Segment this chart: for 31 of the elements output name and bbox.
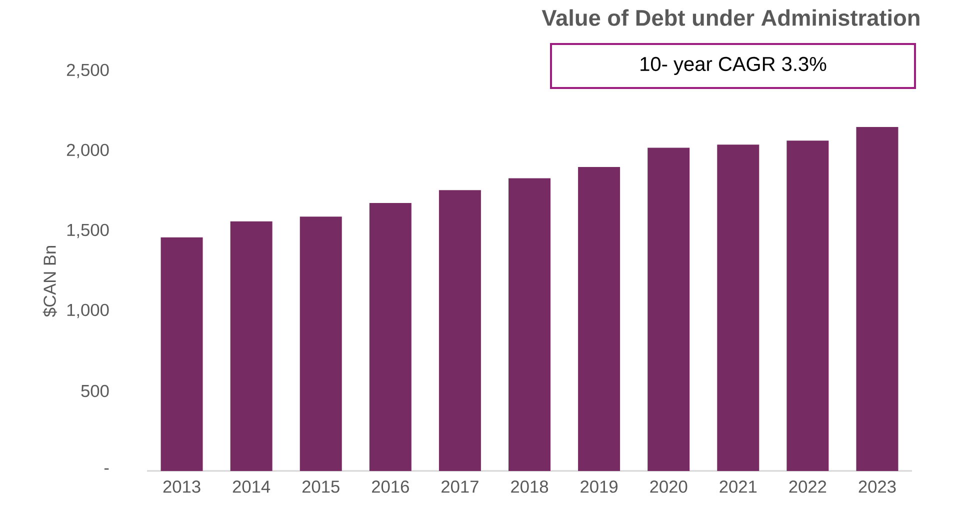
bar — [369, 202, 412, 471]
bar — [786, 140, 829, 471]
bar — [438, 190, 481, 471]
x-tick-label: 2021 — [720, 480, 757, 493]
x-tick-label: 2017 — [442, 480, 478, 493]
y-axis-title: $CAN Bn — [42, 246, 57, 317]
x-tick-label: 2013 — [163, 480, 200, 493]
x-tick-label: 2016 — [372, 480, 409, 493]
bar — [230, 221, 272, 471]
bar — [508, 178, 551, 471]
x-tick-label: 2014 — [232, 480, 270, 493]
y-tick-label: 2,000 — [66, 144, 109, 158]
y-tick-label: - — [104, 468, 109, 470]
bar — [578, 166, 620, 471]
y-tick-label: 500 — [81, 384, 109, 398]
bar — [160, 237, 203, 471]
bar — [300, 216, 342, 471]
x-tick-label: 2022 — [789, 480, 826, 493]
bar — [717, 144, 760, 471]
annotation: 10- year CAGR 3.3% — [640, 56, 826, 76]
y-tick-label: 2,500 — [66, 64, 109, 78]
x-tick-label: 2015 — [302, 480, 340, 493]
bar — [648, 148, 690, 471]
y-tick-label: 1,500 — [67, 224, 109, 238]
x-tick-label: 2018 — [511, 480, 548, 493]
x-tick-label: 2023 — [858, 480, 896, 493]
bar — [856, 126, 898, 471]
x-tick-label: 2019 — [580, 480, 618, 493]
chart-title: Value of Debt under Administration — [542, 9, 920, 26]
x-tick-label: 2020 — [650, 480, 688, 493]
y-tick-label: 1,000 — [67, 304, 109, 318]
